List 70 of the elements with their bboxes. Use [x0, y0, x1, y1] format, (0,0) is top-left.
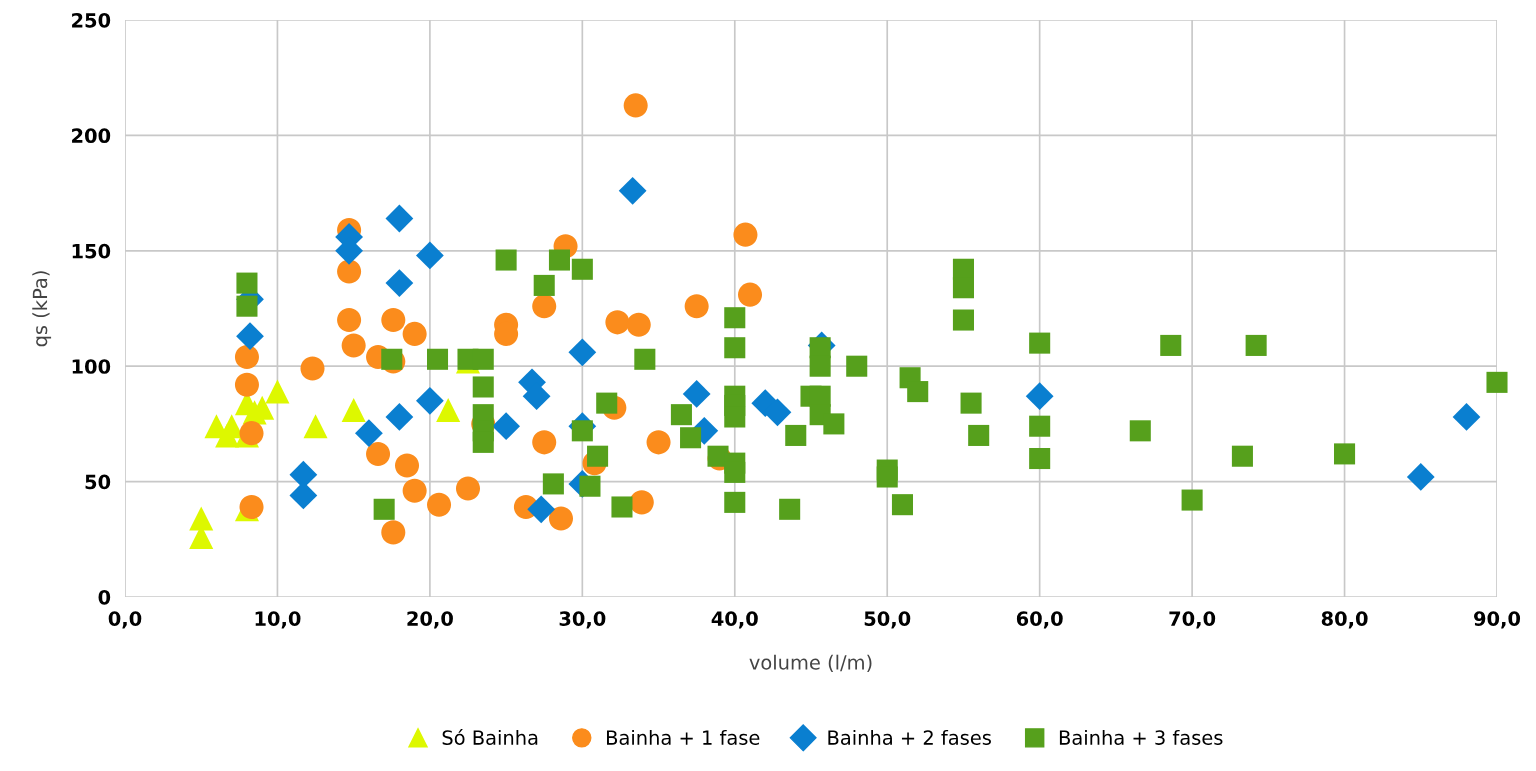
point: [265, 379, 290, 404]
point: [402, 478, 427, 503]
point: [381, 520, 406, 545]
point: [527, 495, 556, 524]
point: [455, 476, 481, 501]
point: [629, 490, 654, 515]
point: [236, 322, 264, 351]
x-axis-title: volume (l/m): [749, 654, 872, 673]
point: [385, 403, 414, 431]
point: [416, 241, 444, 270]
point: [684, 294, 709, 319]
x-tick-label: 20,0: [407, 611, 453, 629]
y-tick-label: 150: [72, 243, 111, 259]
point: [189, 506, 214, 531]
point: [1406, 463, 1435, 491]
point: [234, 372, 259, 397]
point: [239, 421, 264, 446]
point: [385, 269, 414, 297]
point: [239, 494, 264, 520]
point: [436, 398, 461, 423]
point: [568, 338, 597, 367]
x-tick-label: 40,0: [711, 611, 758, 629]
x-tick-label: 50,0: [864, 611, 911, 629]
point: [366, 441, 391, 466]
point: [763, 398, 792, 427]
point: [548, 506, 574, 531]
x-tick-label: 10,0: [255, 611, 301, 629]
point: [1452, 403, 1481, 431]
point: [394, 453, 420, 478]
point: [532, 430, 557, 455]
point: [605, 310, 630, 335]
y-tick-label: 200: [72, 128, 111, 144]
point: [623, 93, 648, 118]
point: [337, 259, 362, 284]
point: [618, 176, 647, 205]
x-tick-label: 70,0: [1169, 611, 1216, 629]
point: [682, 380, 711, 408]
point: [532, 294, 557, 319]
point: [337, 308, 362, 333]
point: [381, 308, 406, 333]
legend-label: Só Bainha: [442, 729, 538, 745]
point: [355, 419, 383, 448]
point: [300, 356, 325, 381]
point: [303, 414, 328, 439]
point: [402, 321, 427, 346]
legend-label: Bainha + 3 fases: [1059, 729, 1223, 745]
point: [427, 492, 452, 517]
y-tick-label: 100: [72, 359, 111, 374]
y-tick-label: 50: [85, 474, 111, 490]
x-tick-label: 30,0: [559, 611, 606, 629]
point: [341, 398, 366, 423]
point: [385, 204, 414, 233]
y-tick-label: 0: [98, 589, 111, 605]
point: [341, 333, 366, 358]
legend-label: Bainha + 1 fase: [607, 729, 760, 745]
legend-label: Bainha + 2 fases: [828, 729, 991, 745]
y-tick-label: 250: [72, 12, 111, 28]
point: [733, 222, 758, 247]
point: [1025, 382, 1054, 411]
x-tick-label: 80,0: [1321, 611, 1368, 629]
y-axis-title: qs (kPa): [32, 271, 52, 347]
point: [234, 344, 259, 369]
point: [626, 312, 651, 337]
x-tick-label: 90,0: [1474, 611, 1521, 629]
x-tick-label: 60,0: [1016, 611, 1063, 629]
point: [646, 430, 671, 455]
point: [492, 412, 520, 441]
point: [737, 282, 763, 307]
point: [416, 386, 444, 415]
x-tick-label: 0,0: [108, 611, 142, 629]
